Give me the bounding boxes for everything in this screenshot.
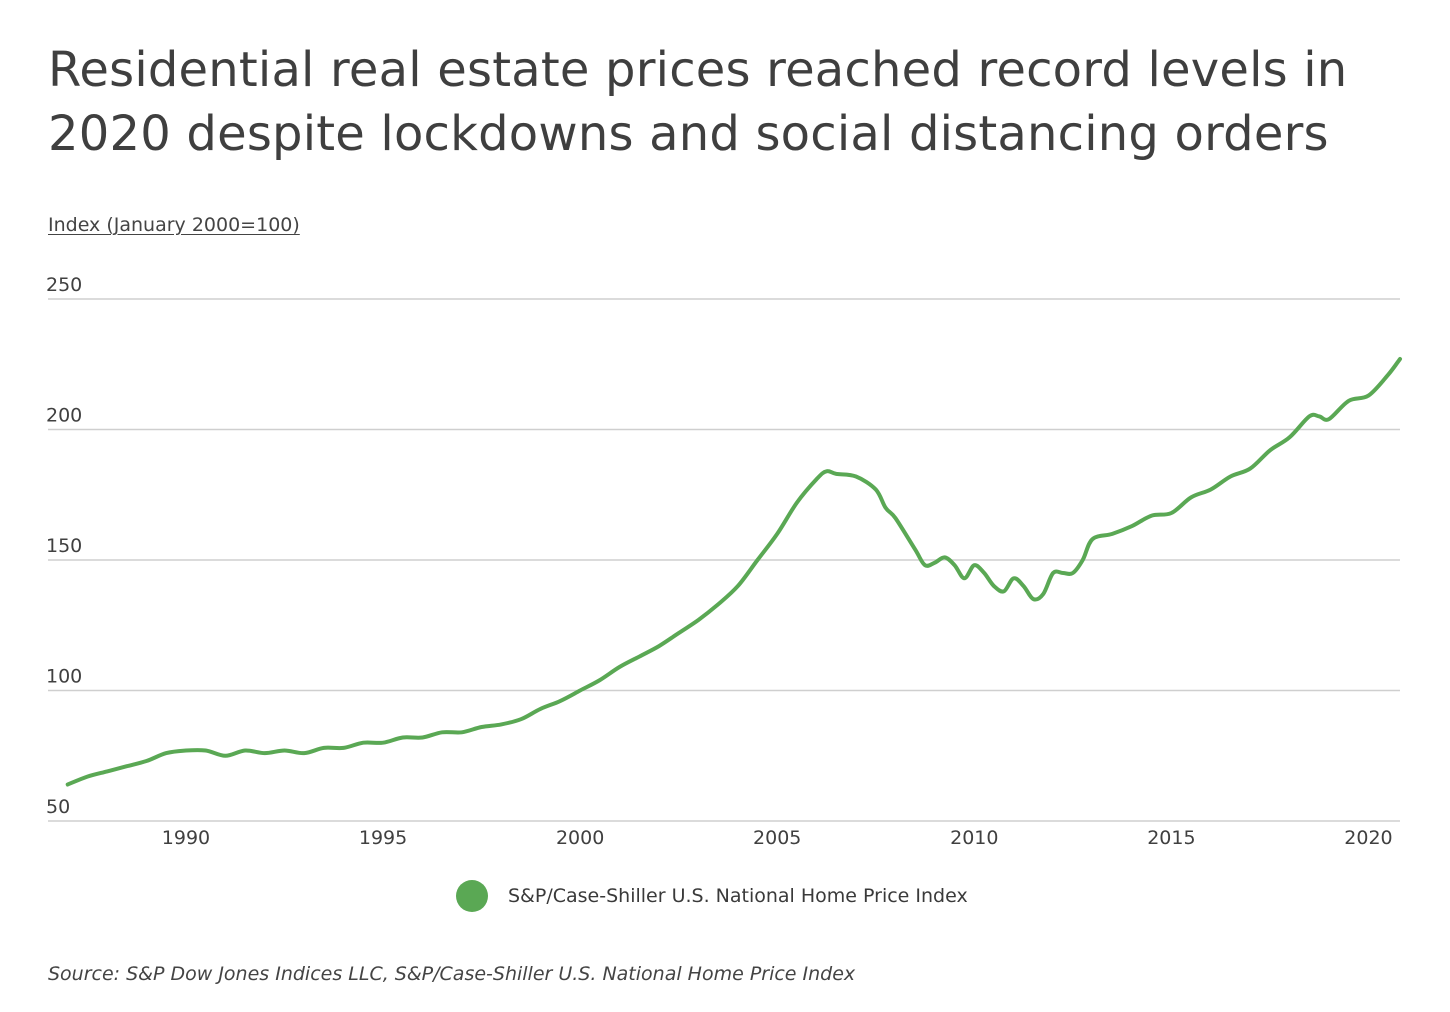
x-tick-label: 2020 — [1344, 827, 1392, 849]
chart-title: Residential real estate prices reached r… — [48, 42, 1348, 162]
x-tick-label: 1990 — [162, 827, 210, 849]
y-tick-label: 50 — [46, 796, 70, 818]
legend: S&P/Case-Shiller U.S. National Home Pric… — [456, 880, 968, 912]
legend-marker — [456, 880, 488, 912]
x-tick-label: 2015 — [1147, 827, 1195, 849]
x-tick-label: 2000 — [556, 827, 604, 849]
y-tick-label: 200 — [46, 405, 82, 427]
y-tick-label: 150 — [46, 535, 82, 557]
series-line-case-shiller-index — [65, 357, 1402, 787]
y-tick-label: 100 — [46, 666, 82, 688]
x-tick-label: 2010 — [950, 827, 998, 849]
legend-label: S&P/Case-Shiller U.S. National Home Pric… — [508, 885, 968, 907]
y-axis-label: Index (January 2000=100) — [48, 214, 300, 236]
x-tick-label: 1995 — [359, 827, 407, 849]
y-tick-label: 250 — [46, 274, 82, 296]
x-tick-label: 2005 — [753, 827, 801, 849]
source-note: Source: S&P Dow Jones Indices LLC, S&P/C… — [48, 963, 856, 985]
